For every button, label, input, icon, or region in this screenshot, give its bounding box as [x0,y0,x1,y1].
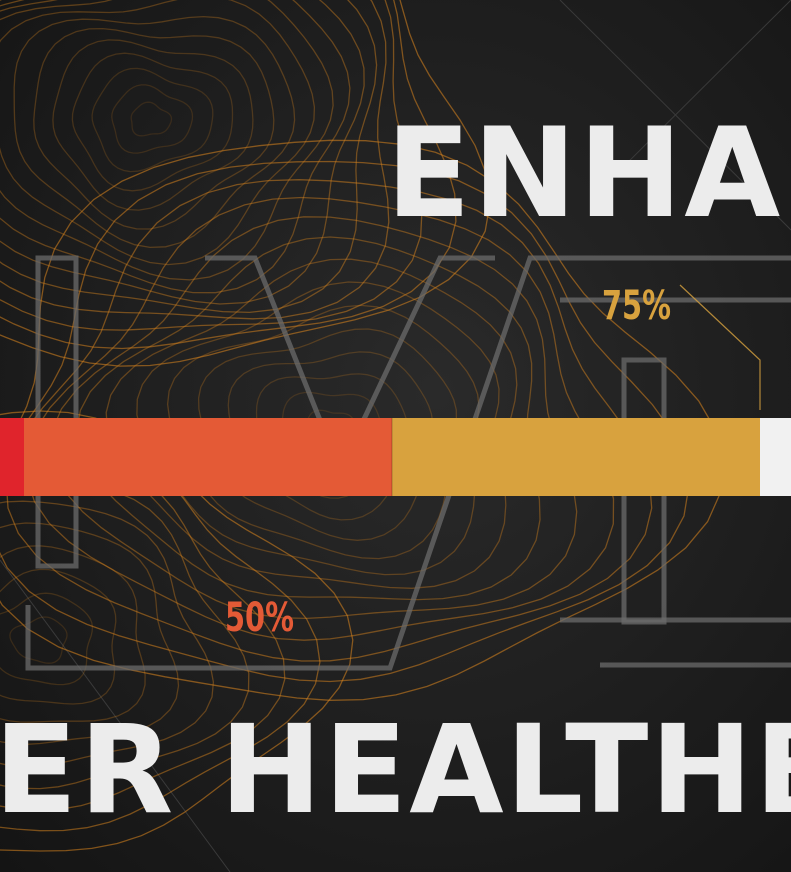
contour-line [0,0,334,281]
contour-line [0,568,117,705]
health-segment-gold [392,418,760,496]
contour-line [0,592,94,686]
contour-line [0,0,390,320]
label-75-percent: 75% [602,283,671,329]
contour-line [0,0,423,331]
contour-line [0,0,316,266]
contour-line [71,52,234,192]
contour-line [111,84,194,154]
contour-line [0,479,250,790]
title-bottom-text: ER HEALTHBA [0,699,791,841]
contour-line [33,27,275,230]
label-50-percent: 50% [225,595,294,641]
contour-line [0,522,180,745]
health-segment-red [0,418,24,496]
contour-line [0,545,146,723]
contour-line [13,15,296,249]
contour-line [0,0,491,367]
title-top-text: ENHA [386,102,783,246]
health-segment-orange [24,418,392,496]
contour-line [91,67,214,173]
health-segment-white [760,418,791,496]
contour-line [130,101,173,137]
contour-line [9,616,68,664]
contour-line [0,0,378,314]
contour-line [0,0,365,305]
contour-line [52,39,254,211]
contour-line [0,500,215,768]
contour-line [0,0,457,350]
